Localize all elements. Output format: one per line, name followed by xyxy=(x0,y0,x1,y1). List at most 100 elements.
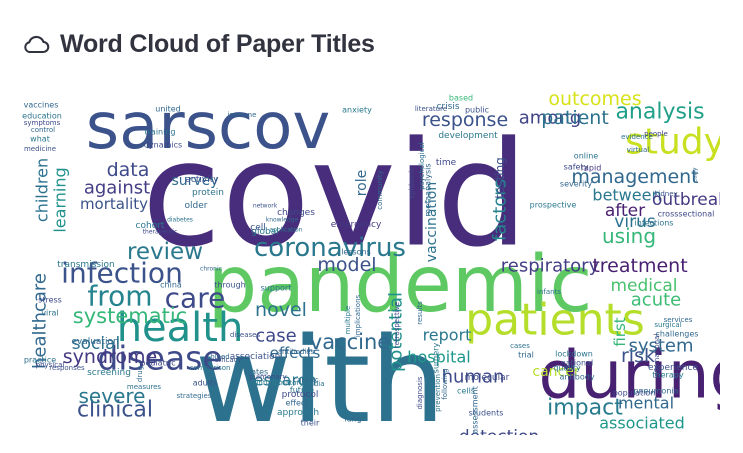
cloud-word: treatment xyxy=(592,255,687,277)
cloud-word: protocol xyxy=(282,390,319,400)
cloud-word: first xyxy=(611,317,629,346)
cloud-word: psychological xyxy=(418,142,426,190)
cloud-word: response xyxy=(422,109,508,131)
cloud-word: health xyxy=(117,305,244,351)
cloud-word: results xyxy=(416,301,424,325)
cloud-word: risk xyxy=(621,345,655,367)
cloud-word: disease xyxy=(97,339,222,378)
cloud-word: retrospective xyxy=(393,302,401,348)
cloud-word: management xyxy=(571,166,698,188)
cloud-word: among xyxy=(519,108,581,129)
page-header: Word Cloud of Paper Titles xyxy=(22,28,375,60)
cloud-word: pulmonary xyxy=(249,373,287,381)
cloud-word: drug xyxy=(136,366,144,382)
cloud-word: testing xyxy=(493,157,507,199)
cloud-word: knowledge xyxy=(266,217,299,224)
cloud-word: care xyxy=(165,282,226,315)
cloud-word: china xyxy=(160,281,182,290)
cloud-word: india xyxy=(307,380,324,388)
cloud-word: screening xyxy=(87,368,131,378)
cloud-word: stress xyxy=(38,296,62,305)
cloud-word: community xyxy=(376,170,384,209)
cloud-word: control xyxy=(31,126,55,134)
cloud-word: covid xyxy=(142,111,529,280)
cloud-word: mental xyxy=(618,394,674,413)
cloud-word: based xyxy=(449,94,473,103)
cloud-word: cases xyxy=(510,342,530,350)
cloud-word: population xyxy=(613,389,656,398)
cloud-word: older xyxy=(185,201,208,211)
cloud-word: severity xyxy=(560,180,592,189)
cloud-word: support xyxy=(261,284,292,293)
cloud-word: potential xyxy=(386,292,407,372)
cloud-word: against xyxy=(84,178,150,199)
cloud-word: with xyxy=(195,311,445,435)
cloud-word: services xyxy=(664,316,693,324)
cloud-word: experience xyxy=(648,363,698,373)
cloud-word: role xyxy=(354,170,370,197)
cloud-word: measures xyxy=(127,383,162,391)
cloud-word: multiple xyxy=(344,306,352,335)
cloud-word: report xyxy=(423,326,472,345)
cloud-word: medicine xyxy=(24,145,56,153)
cloud-word: public xyxy=(465,106,489,115)
cloud-word: education xyxy=(22,112,62,121)
cloud-word: survey xyxy=(171,173,218,189)
cloud-word: children xyxy=(33,158,52,222)
cloud-word: severe xyxy=(79,384,146,408)
cloud-word: anxiety xyxy=(342,106,372,115)
cloud-word: novel xyxy=(255,299,307,321)
cloud-word: challenges xyxy=(656,330,699,339)
cloud-word: outbreak xyxy=(652,190,720,210)
cloud-word: early xyxy=(692,167,699,183)
cloud-word: metaanalysis xyxy=(424,163,433,216)
cloud-word: cancer xyxy=(532,364,579,380)
cloud-word: adults xyxy=(193,379,218,388)
cloud-word: syndrome xyxy=(63,346,157,368)
cloud-word: analysis xyxy=(615,100,704,125)
cloud-word: trial xyxy=(518,351,534,360)
cloud-word: human xyxy=(442,367,505,388)
cloud-word: after xyxy=(605,201,645,221)
cloud-word: safety xyxy=(564,163,589,172)
cloud-word: vaccination xyxy=(424,182,440,262)
cloud-word: detection xyxy=(459,427,539,435)
cloud-word: data xyxy=(107,159,150,181)
cloud-word: practice xyxy=(24,356,56,365)
cloud-word: respiratory xyxy=(501,256,600,277)
cloud-word: effect xyxy=(286,399,309,408)
cloud-word: time xyxy=(436,158,457,168)
cloud-word: review xyxy=(127,239,203,265)
cloud-word: responses xyxy=(49,364,85,372)
cloud-word: their xyxy=(301,419,320,428)
cloud-word: pediatric xyxy=(140,359,175,368)
cloud-word: lessons xyxy=(341,248,371,257)
cloud-word: lung xyxy=(344,415,361,424)
cloud-word: approach xyxy=(277,408,319,418)
cloud-word: activity xyxy=(185,175,219,185)
cloud-word: effects xyxy=(270,344,321,362)
cloud-word: healthcare xyxy=(30,273,51,369)
cloud-word: prospective xyxy=(530,201,577,210)
cloud-word: evidence xyxy=(621,133,653,141)
cloud-word: associated xyxy=(599,414,685,433)
cloud-word: what xyxy=(30,135,50,144)
cloud-word: model xyxy=(317,254,376,276)
cloud-word: efficacy xyxy=(214,356,241,364)
cloud-word: emergency xyxy=(331,220,382,230)
cloud-word: virtual xyxy=(627,146,649,154)
cloud-word: outcomes xyxy=(548,88,641,110)
cloud-word: chronic xyxy=(200,266,222,273)
cloud-word: states xyxy=(244,368,268,377)
cloud-word: infections xyxy=(635,219,674,228)
cloud-word: social xyxy=(72,334,120,354)
cloud-word: immune xyxy=(228,111,257,119)
cloud-word: prevention xyxy=(434,374,442,412)
cloud-word: system xyxy=(628,336,693,357)
cloud-word: cohort xyxy=(136,221,165,231)
cloud-word: study xyxy=(625,122,720,163)
cloud-word: hospital xyxy=(407,348,470,367)
cloud-word: surgical xyxy=(654,321,681,329)
